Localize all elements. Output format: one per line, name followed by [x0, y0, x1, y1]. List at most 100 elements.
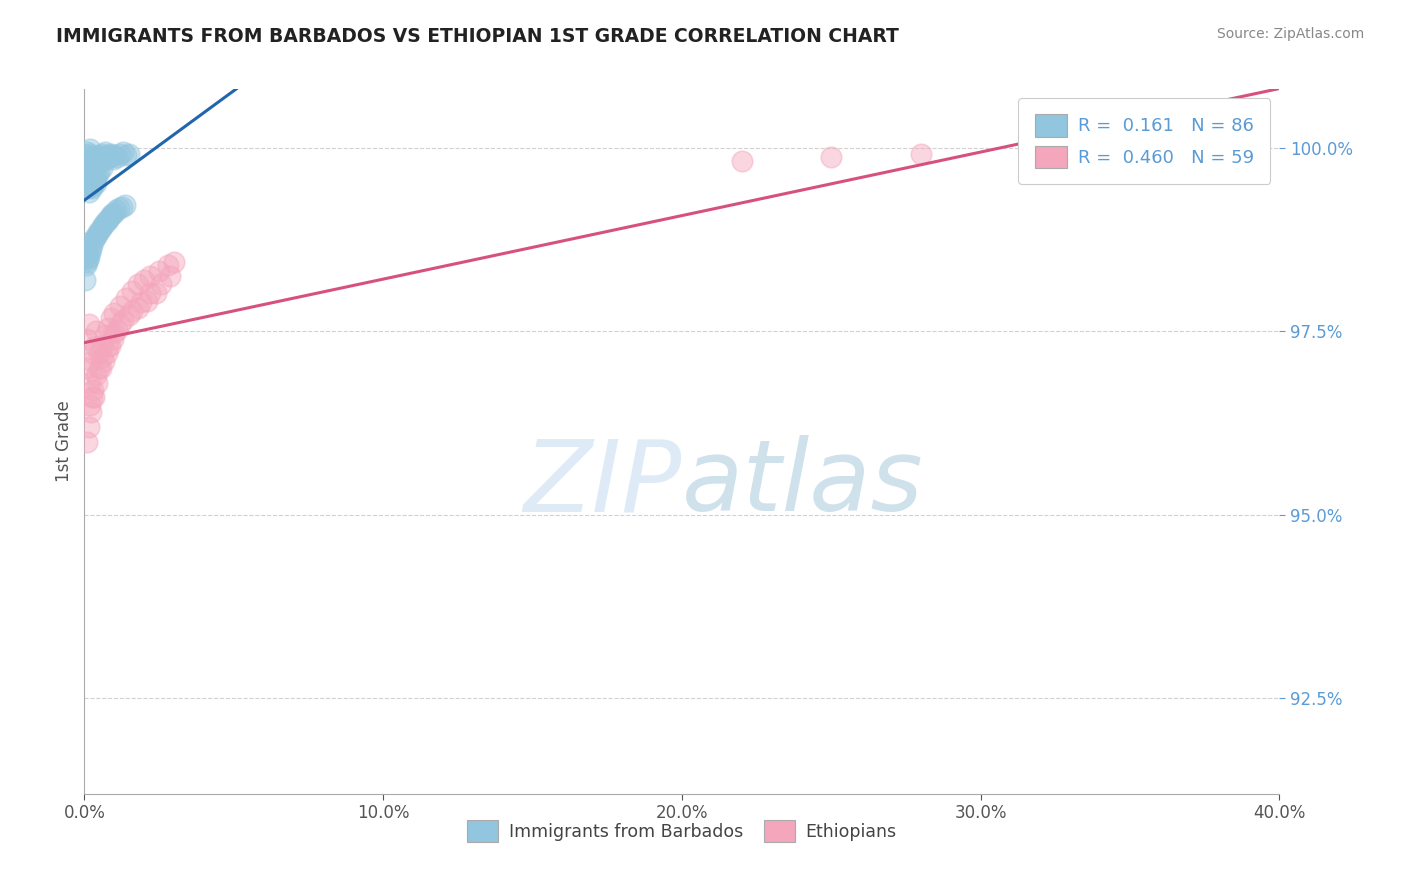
Point [77, 146, 100, 161]
Point [83, 391, 105, 405]
Point [76, 434, 98, 449]
Point [101, 207, 124, 221]
Point [148, 264, 170, 278]
Point [87, 225, 110, 239]
Point [75, 148, 97, 162]
Point [93, 353, 115, 368]
Point [83, 171, 105, 186]
Point [86, 227, 108, 242]
Point [75, 244, 97, 258]
Point [98, 339, 121, 353]
Text: ZIP: ZIP [523, 435, 682, 533]
Point [91, 350, 114, 364]
Point [75, 273, 97, 287]
Point [79, 142, 101, 156]
Point [83, 233, 105, 247]
Point [77, 185, 100, 199]
Point [79, 376, 101, 390]
Point [103, 205, 125, 219]
Point [149, 277, 172, 291]
Point [79, 245, 101, 260]
Point [77, 159, 100, 173]
Text: IMMIGRANTS FROM BARBADOS VS ETHIOPIAN 1ST GRADE CORRELATION CHART: IMMIGRANTS FROM BARBADOS VS ETHIOPIAN 1S… [56, 27, 898, 45]
Point [79, 398, 101, 412]
Point [77, 250, 100, 264]
Point [77, 252, 100, 267]
Point [82, 159, 104, 173]
Point [110, 299, 132, 313]
Point [157, 258, 180, 272]
Point [96, 346, 118, 360]
Point [89, 361, 111, 376]
Point [91, 161, 114, 176]
Point [75, 251, 97, 265]
Point [105, 150, 128, 164]
Point [132, 273, 156, 287]
Point [820, 150, 842, 164]
Point [80, 179, 103, 194]
Point [83, 154, 105, 169]
Point [80, 167, 103, 181]
Point [98, 150, 121, 164]
Point [77, 164, 100, 178]
Point [145, 286, 167, 301]
Point [159, 269, 181, 284]
Point [87, 154, 110, 169]
Point [77, 420, 100, 434]
Legend: Immigrants from Barbados, Ethiopians: Immigrants from Barbados, Ethiopians [460, 814, 904, 848]
Point [98, 211, 121, 225]
Point [86, 325, 108, 339]
Point [75, 361, 97, 376]
Point [139, 286, 162, 301]
Point [97, 339, 120, 353]
Point [112, 145, 135, 159]
Point [136, 293, 159, 308]
Point [127, 301, 149, 315]
Point [82, 383, 104, 397]
Point [103, 148, 125, 162]
Point [76, 247, 98, 261]
Point [80, 391, 103, 405]
Point [86, 368, 108, 383]
Point [90, 152, 112, 166]
Point [89, 148, 111, 162]
Point [731, 154, 754, 169]
Point [163, 254, 186, 268]
Point [84, 169, 107, 183]
Point [82, 237, 104, 252]
Point [80, 161, 103, 176]
Point [86, 176, 108, 190]
Point [100, 311, 122, 326]
Point [80, 242, 103, 256]
Point [104, 203, 127, 218]
Point [76, 145, 98, 159]
Point [97, 148, 120, 162]
Point [86, 376, 108, 390]
Point [79, 178, 101, 192]
Point [115, 292, 138, 306]
Point [79, 169, 101, 183]
Point [127, 277, 149, 291]
Point [93, 150, 115, 164]
Point [80, 155, 103, 169]
Point [86, 155, 108, 169]
Point [82, 150, 104, 164]
Point [84, 152, 107, 166]
Point [100, 146, 122, 161]
Point [114, 198, 136, 212]
Point [82, 163, 104, 178]
Point [87, 150, 110, 164]
Point [97, 320, 120, 334]
Text: atlas: atlas [682, 435, 924, 533]
Point [94, 328, 117, 343]
Point [101, 152, 124, 166]
Point [82, 174, 104, 188]
Point [1119, 142, 1142, 156]
Point [87, 167, 110, 181]
Point [97, 212, 120, 227]
Point [76, 332, 98, 346]
Point [79, 157, 101, 171]
Point [94, 145, 117, 159]
Point [107, 201, 129, 215]
Point [115, 148, 138, 162]
